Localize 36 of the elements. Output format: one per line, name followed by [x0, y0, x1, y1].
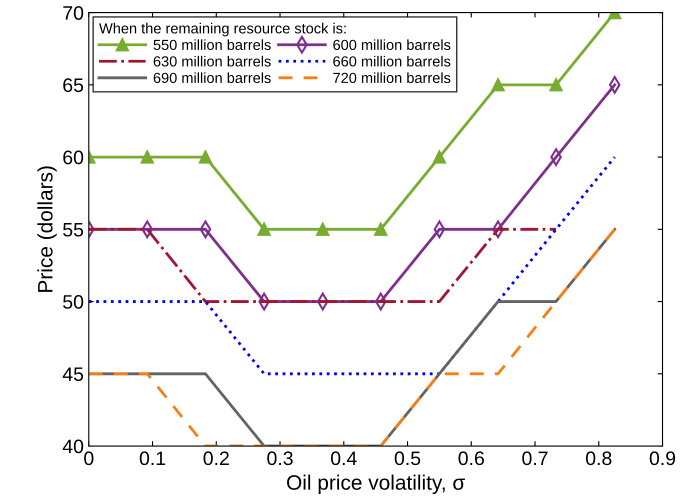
x-tick-label: 0.6: [458, 451, 484, 466]
point: [316, 222, 330, 236]
legend-label: 630 million barrels: [154, 56, 271, 67]
x-tick-label: 0.1: [140, 451, 166, 466]
point: [491, 78, 505, 92]
line-series: [88, 156, 616, 376]
legend-label: 550 million barrels: [154, 39, 271, 50]
y-tick-label: 70: [63, 6, 84, 20]
legend-title: When the remaining resource stock is:: [99, 22, 346, 36]
legend-label: 720 million barrels: [333, 72, 450, 84]
y-tick-label: 60: [63, 150, 84, 164]
y-tick-label: 40: [62, 440, 84, 454]
x-axis-title: Oil price volatility, σ: [287, 474, 465, 494]
point: [257, 222, 271, 236]
x-tick-label: 0.9: [650, 451, 676, 466]
legend-label: 600 million barrels: [333, 39, 450, 50]
y-tick-label: 50: [63, 295, 84, 309]
x-tick-label: 0.4: [331, 451, 357, 466]
y-tick-label: 55: [63, 222, 84, 237]
y-tick-label: 45: [62, 367, 84, 382]
point: [432, 150, 446, 164]
y-tick-label: 65: [63, 78, 84, 92]
point: [374, 222, 388, 236]
point: [140, 150, 154, 164]
x-tick-label: 0.8: [586, 451, 612, 466]
line-series: [88, 228, 616, 446]
y-axis-title: Price (dollars): [37, 166, 57, 292]
legend-label: 690 million barrels: [154, 72, 271, 84]
point: [198, 150, 212, 164]
x-tick-label: 0.5: [394, 451, 420, 466]
legend-label: 660 million barrels: [333, 56, 450, 67]
x-tick-label: 0.2: [204, 451, 229, 466]
point: [549, 78, 563, 92]
x-tick-label: 0.7: [522, 451, 548, 466]
x-tick-label: 0: [84, 451, 94, 466]
x-tick-label: 0.3: [267, 451, 293, 466]
